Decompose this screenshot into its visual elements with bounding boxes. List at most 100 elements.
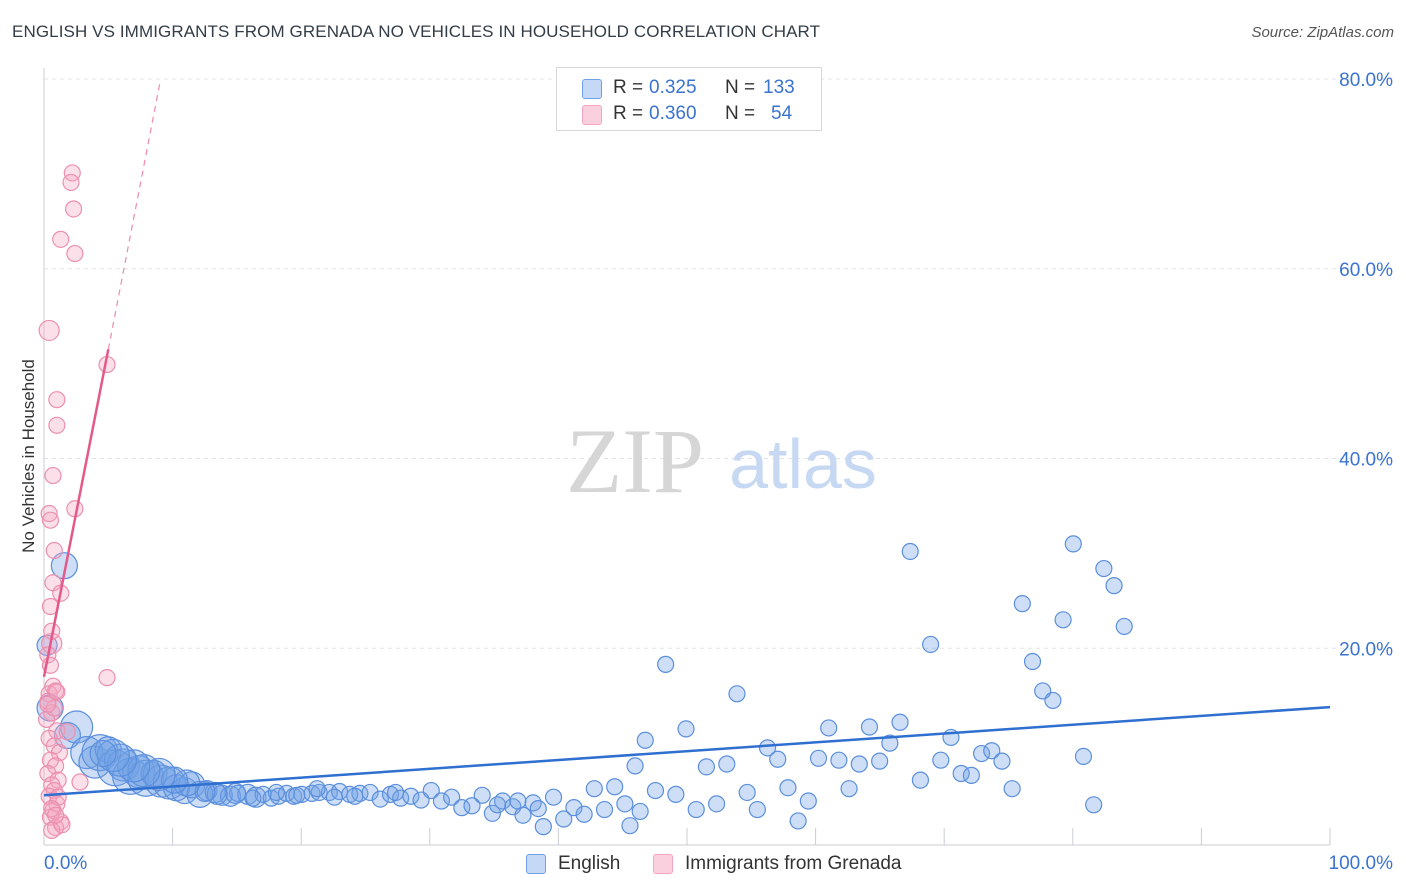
english-point: [1064, 535, 1082, 553]
english-point: [575, 805, 593, 823]
r-label: R =: [613, 77, 644, 98]
r-value: 0.325: [649, 77, 697, 98]
english-point: [565, 799, 583, 817]
grid-lines: [44, 78, 1392, 649]
english-point: [194, 780, 216, 803]
english-point: [636, 731, 654, 749]
y-tick-label: 60.0%: [1339, 260, 1393, 281]
english-point: [96, 738, 130, 773]
english-point: [534, 818, 552, 836]
english-point: [443, 788, 461, 806]
english-point: [891, 713, 909, 731]
english-point: [422, 781, 440, 800]
english-point: [657, 655, 675, 673]
english-point: [687, 800, 705, 819]
english-point: [89, 739, 117, 768]
grenada-trend-extension: [107, 83, 161, 350]
english-points: [36, 535, 1133, 836]
english-point: [346, 787, 364, 805]
english-swatch: [526, 854, 546, 874]
stats-row-english: R = 0.325 N = 133: [557, 74, 821, 102]
english-point: [677, 720, 695, 738]
english-point: [708, 795, 726, 813]
english-point: [483, 804, 502, 822]
grenada-swatch: [653, 854, 673, 874]
english-point: [993, 752, 1011, 770]
english-point: [288, 786, 306, 804]
grenada-point: [46, 806, 65, 824]
n-value: 133: [763, 77, 795, 98]
english-point: [840, 780, 858, 798]
english-point: [473, 786, 491, 804]
watermark-zip: ZIP: [566, 410, 704, 512]
x-tick-label: 0.0%: [44, 853, 87, 874]
english-point: [789, 812, 807, 830]
english-point: [616, 795, 634, 813]
source-label: Source: ZipAtlas.com: [1251, 24, 1394, 41]
grenada-point: [52, 230, 70, 248]
english-point: [544, 788, 563, 806]
tick-labels: 20.0% 40.0% 60.0% 80.0% 0.0% 100.0%: [44, 70, 1393, 874]
english-point: [244, 789, 262, 807]
grenada-point: [48, 391, 66, 409]
grenada-point: [53, 816, 71, 834]
grenada-point: [64, 200, 83, 218]
grenada-point: [39, 764, 57, 783]
y-tick-label: 20.0%: [1339, 639, 1393, 660]
grenada-point: [45, 541, 63, 560]
n-label: N =: [725, 77, 756, 98]
english-point: [718, 755, 736, 773]
english-point: [308, 780, 326, 798]
trend-lines: [42, 83, 1331, 797]
english-point: [1085, 796, 1103, 814]
english-point: [432, 792, 451, 810]
y-tick-label: 40.0%: [1339, 450, 1393, 471]
y-axis-label: No Vehicles in Household: [19, 359, 38, 553]
english-point: [224, 782, 247, 805]
grenada-point: [38, 319, 60, 342]
grenada-trend-line: [42, 349, 110, 677]
x-tick-label: 100.0%: [1329, 853, 1394, 874]
english-point: [983, 742, 1001, 760]
english-point: [371, 790, 389, 808]
english-point: [631, 802, 649, 821]
grenada-point: [66, 244, 84, 263]
legend-label: English: [558, 853, 621, 874]
r-value: 0.360: [649, 103, 697, 124]
english-point: [529, 799, 547, 818]
grenada-point: [39, 695, 57, 713]
stats-row-grenada: R = 0.360 N = 54: [557, 100, 821, 128]
english-point: [769, 750, 787, 768]
english-point: [555, 810, 573, 828]
english-point: [1013, 595, 1031, 613]
grenada-points: [37, 164, 116, 840]
chart-title: ENGLISH VS IMMIGRANTS FROM GRENADA NO VE…: [12, 22, 821, 41]
grenada-point: [71, 773, 89, 791]
grenada-point: [58, 723, 76, 741]
grenada-point: [62, 173, 80, 192]
english-point: [932, 751, 950, 769]
grenada-point: [41, 511, 60, 529]
english-point: [621, 817, 639, 835]
english-point: [1003, 780, 1021, 798]
english-point: [881, 734, 899, 752]
english-point: [748, 800, 766, 819]
english-point: [809, 749, 828, 767]
english-point: [386, 783, 405, 802]
english-point: [1044, 691, 1062, 710]
grenada-point: [98, 669, 116, 687]
grenada-swatch: [582, 105, 602, 125]
english-point: [646, 781, 665, 800]
english-point: [81, 734, 119, 772]
n-value: 54: [771, 103, 793, 124]
english-point: [509, 792, 527, 810]
english-swatch: [582, 79, 602, 99]
english-point: [488, 796, 507, 814]
english-point: [585, 780, 603, 798]
stats-legend: R = 0.325 N = 133 R = 0.360 N = 54: [556, 67, 822, 131]
english-point: [758, 739, 777, 757]
english-point: [922, 635, 940, 654]
english-point: [820, 719, 838, 737]
english-point: [962, 766, 980, 784]
